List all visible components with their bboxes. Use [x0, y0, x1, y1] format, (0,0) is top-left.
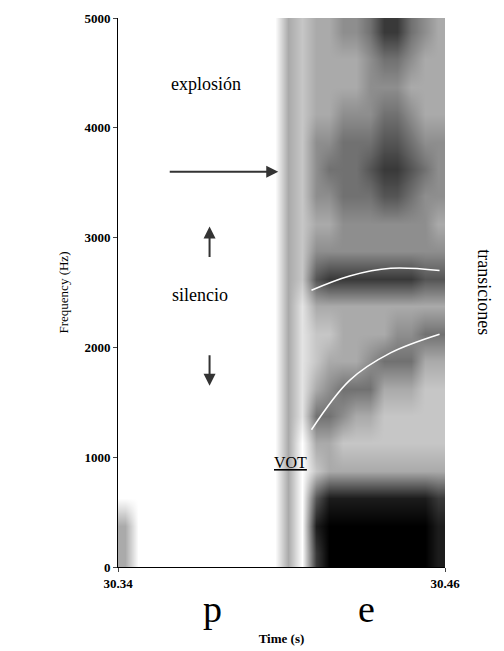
svg-text:4000: 4000 [84, 120, 110, 135]
svg-text:2000: 2000 [84, 340, 110, 355]
svg-text:VOT: VOT [274, 454, 307, 471]
svg-text:e: e [358, 588, 375, 630]
svg-text:5000: 5000 [84, 11, 110, 26]
svg-text:silencio: silencio [172, 285, 228, 305]
svg-text:0: 0 [104, 560, 111, 575]
svg-text:1000: 1000 [84, 450, 110, 465]
svg-text:Frequency (Hz): Frequency (Hz) [56, 252, 71, 334]
svg-text:explosión: explosión [171, 74, 241, 94]
svg-text:3000: 3000 [84, 230, 110, 245]
svg-text:30.46: 30.46 [430, 576, 460, 591]
svg-text:30.34: 30.34 [103, 576, 133, 591]
svg-text:Time (s): Time (s) [259, 631, 305, 646]
svg-text:p: p [203, 588, 222, 630]
svg-text:transiciones: transiciones [474, 249, 494, 335]
